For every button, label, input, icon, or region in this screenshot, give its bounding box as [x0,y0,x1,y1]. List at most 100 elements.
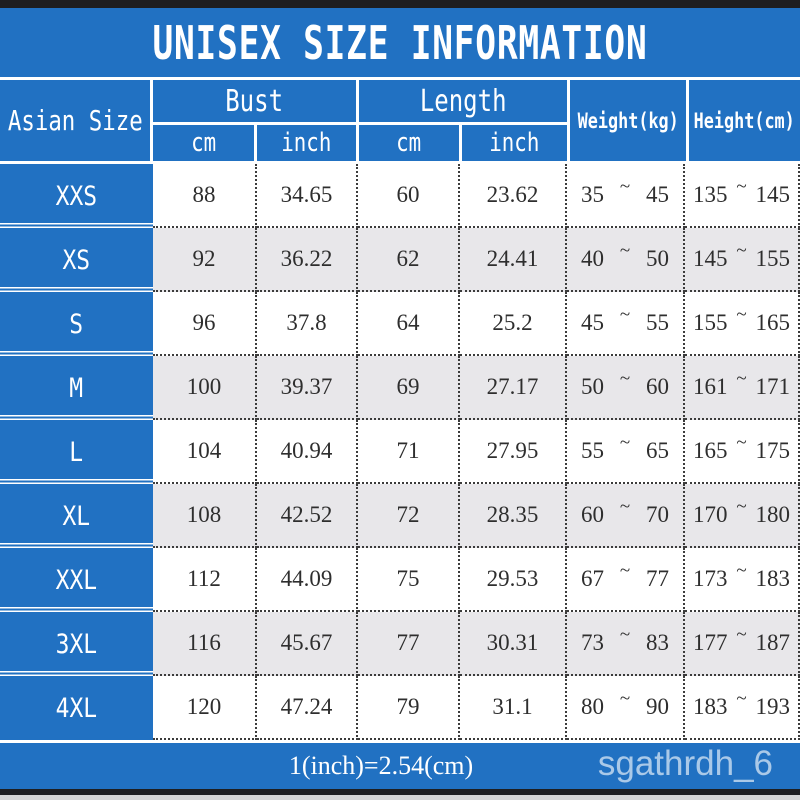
table-row: 100 39.37 69 27.17 50 ~60 161 ~171 [153,356,800,420]
weight-min: 67 [581,566,604,591]
weight-range-cell: 35 ~45 [567,164,685,228]
header-weight-label: Weight(kg) [577,108,679,133]
divider [0,740,800,743]
header-bust-cm: cm [153,125,254,161]
header-weight: Weight(kg) [570,80,686,161]
length-inch-cell: 28.35 [460,484,567,548]
tilde-separator: ~ [619,304,631,325]
length-inch-cell: 27.17 [460,356,567,420]
table-header: Asian Size Bust Length Weight(kg) Height… [0,80,800,161]
weight-min: 80 [581,694,604,719]
height-range-cell: 161 ~171 [685,356,800,420]
bust-inch-cell: 36.22 [257,228,358,292]
table-row: 92 36.22 62 24.41 40 ~50 145 ~155 [153,228,800,292]
height-range-cell: 165 ~175 [685,420,800,484]
header-length-label: Length [419,83,507,119]
length-cm-cell: 69 [358,356,460,420]
height-min: 135 [693,182,728,207]
bust-cm-cell: 96 [153,292,257,356]
length-cm-cell: 60 [358,164,460,228]
tilde-separator: ~ [736,240,747,261]
size-label-text: M [69,372,84,404]
size-label: 4XL [0,676,153,740]
weight-min: 50 [581,374,604,399]
bust-inch-cell: 40.94 [257,420,358,484]
tilde-separator: ~ [736,496,747,517]
size-label: S [0,292,153,356]
length-inch-cell: 30.31 [460,612,567,676]
header-length-cm-label: cm [396,128,422,158]
weight-min: 73 [581,630,604,655]
header-length-inch-label: inch [489,128,540,158]
table-row: 116 45.67 77 30.31 73 ~83 177 ~187 [153,612,800,676]
bottom-border-strip [0,789,800,795]
bust-inch-cell: 45.67 [257,612,358,676]
tilde-separator: ~ [619,560,631,581]
size-label: XXL [0,548,153,612]
height-range-cell: 155 ~165 [685,292,800,356]
tilde-separator: ~ [736,560,747,581]
height-range-cell: 170 ~180 [685,484,800,548]
weight-range-cell: 60 ~70 [567,484,685,548]
size-label: XXS [0,164,153,228]
height-min: 161 [693,374,728,399]
bust-cm-cell: 116 [153,612,257,676]
tilde-separator: ~ [736,624,747,645]
height-min: 165 [693,438,728,463]
length-cm-cell: 79 [358,676,460,740]
header-length: Length [359,80,567,122]
bust-inch-cell: 42.52 [257,484,358,548]
height-min: 155 [693,310,728,335]
weight-min: 60 [581,502,604,527]
tilde-separator: ~ [619,176,631,197]
weight-min: 35 [581,182,604,207]
tilde-separator: ~ [619,432,631,453]
length-inch-cell: 29.53 [460,548,567,612]
weight-max: 45 [646,182,669,207]
weight-max: 60 [646,374,669,399]
header-bust: Bust [153,80,356,122]
bust-inch-cell: 37.8 [257,292,358,356]
tilde-separator: ~ [736,432,747,453]
weight-min: 40 [581,246,604,271]
tilde-separator: ~ [736,176,747,197]
length-cm-cell: 62 [358,228,460,292]
table-row: 112 44.09 75 29.53 67 ~77 173 ~183 [153,548,800,612]
height-max: 165 [755,310,791,335]
size-label-column: XXS XS S M L XL XXL 3XL 4XL [0,164,153,740]
bust-cm-cell: 100 [153,356,257,420]
header-asian-size: Asian Size [0,80,150,161]
height-max: 187 [755,630,791,655]
table-row: 104 40.94 71 27.95 55 ~65 165 ~175 [153,420,800,484]
height-min: 170 [693,502,728,527]
weight-max: 90 [646,694,669,719]
bust-cm-cell: 92 [153,228,257,292]
bust-cm-cell: 108 [153,484,257,548]
header-length-inch: inch [462,125,567,161]
bust-inch-cell: 47.24 [257,676,358,740]
tilde-separator: ~ [619,688,631,709]
divider [0,77,800,80]
header-height-label: Height(cm) [693,108,796,133]
size-label-text: XXS [55,180,98,212]
bust-cm-cell: 120 [153,676,257,740]
footer-bar: 1(inch)=2.54(cm) sgathrdh_6 [0,743,800,789]
length-inch-cell: 31.1 [460,676,567,740]
header-length-cm: cm [359,125,459,161]
height-max: 145 [755,182,791,207]
bust-cm-cell: 112 [153,548,257,612]
weight-range-cell: 55 ~65 [567,420,685,484]
size-label-text: 4XL [55,692,98,724]
table-row: 88 34.65 60 23.62 35 ~45 135 ~145 [153,164,800,228]
title-bar: UNISEX SIZE INFORMATION [0,8,800,77]
watermark: sgathrdh_6 [597,744,773,783]
size-label: XS [0,228,153,292]
weight-range-cell: 80 ~90 [567,676,685,740]
weight-max: 55 [646,310,669,335]
bust-cm-cell: 104 [153,420,257,484]
page-title: UNISEX SIZE INFORMATION [152,15,648,70]
weight-range-cell: 40 ~50 [567,228,685,292]
conversion-note: 1(inch)=2.54(cm) [288,751,474,780]
tilde-separator: ~ [619,496,631,517]
